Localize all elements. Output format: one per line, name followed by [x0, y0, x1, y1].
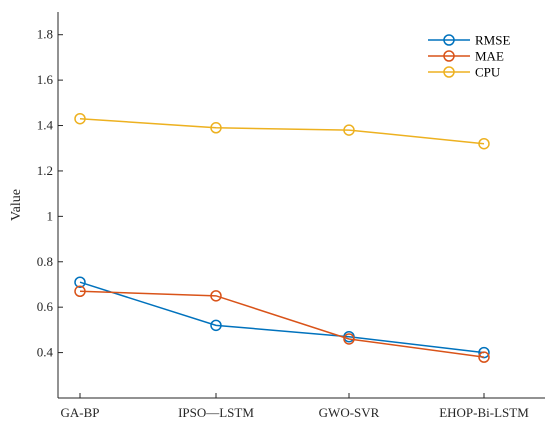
- data-point-mae: [478, 351, 490, 363]
- series-mae: [74, 285, 490, 363]
- y-tick-label: 0.4: [37, 345, 54, 360]
- y-ticks: 0.4 0.6 0.8 1 1.2 1.4 1.6 1.8: [37, 27, 63, 360]
- axes: [57, 12, 545, 399]
- y-tick-label: 0.8: [37, 254, 53, 269]
- y-tick-label: 1.4: [37, 118, 54, 133]
- x-tick-label: IPSO—LSTM: [178, 405, 254, 420]
- x-tick-label: GWO-SVR: [319, 405, 380, 420]
- legend-marker: [443, 50, 455, 62]
- series-cpu: [74, 112, 490, 150]
- legend-marker: [443, 66, 455, 78]
- data-point-cpu: [210, 122, 222, 134]
- data-point-cpu: [478, 137, 490, 150]
- y-tick-label: 1.2: [37, 163, 53, 178]
- data-point-mae: [210, 290, 222, 302]
- x-tick-label: GA-BP: [60, 405, 99, 420]
- y-tick-label: 1.8: [37, 27, 53, 42]
- data-point-mae: [343, 333, 355, 345]
- y-tick-label: 1.6: [37, 72, 54, 87]
- legend-label: CPU: [475, 65, 501, 80]
- data-point-cpu: [74, 112, 86, 125]
- x-tick-label: EHOP-Bi-LSTM: [439, 405, 529, 420]
- series-line-rmse: [79, 281, 485, 354]
- series-layer: [74, 112, 490, 363]
- legend-label: MAE: [475, 49, 504, 64]
- legend-marker: [443, 34, 455, 46]
- y-tick-label: 1: [47, 208, 54, 223]
- legend-item-mae: MAE: [428, 49, 504, 64]
- series-line-mae: [79, 290, 485, 358]
- legend-label: RMSE: [475, 33, 510, 48]
- y-axis-label: Value: [9, 189, 24, 221]
- data-point-cpu: [343, 124, 355, 136]
- data-point-mae: [74, 285, 86, 298]
- y-tick-label: 0.6: [37, 299, 54, 314]
- data-point-rmse: [210, 319, 222, 332]
- data-point-rmse: [74, 276, 86, 288]
- data-point-rmse: [478, 346, 490, 359]
- series-line-cpu: [79, 117, 485, 145]
- legend-item-cpu: CPU: [428, 65, 501, 80]
- legend-item-rmse: RMSE: [428, 33, 510, 48]
- x-ticks: GA-BP IPSO—LSTM GWO-SVR EHOP-Bi-LSTM: [60, 393, 529, 420]
